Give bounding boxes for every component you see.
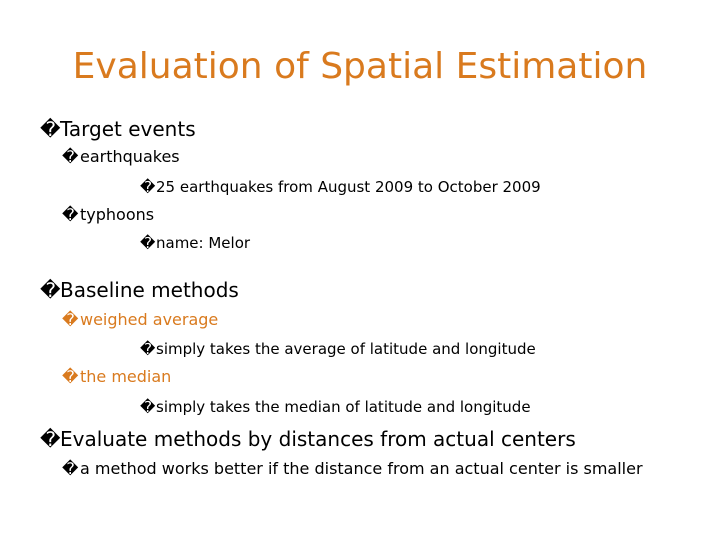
bullet-level2: �earthquakes xyxy=(62,146,180,168)
bullet-level3: �25 earthquakes from August 2009 to Octo… xyxy=(140,176,541,198)
bullet-level2: �weighed average xyxy=(62,309,218,331)
bullet-text: Baseline methods xyxy=(60,278,239,302)
bullet-level1: �Target events xyxy=(40,116,196,142)
bullet-text: Target events xyxy=(60,117,196,141)
bullet-level2: �the median xyxy=(62,366,171,388)
bullet-marker-icon: � xyxy=(140,340,156,358)
bullet-marker-icon: � xyxy=(62,205,79,224)
bullet-marker-icon: � xyxy=(140,398,156,416)
bullet-text: Evaluate methods by distances from actua… xyxy=(60,427,576,451)
bullet-marker-icon: � xyxy=(62,310,79,329)
bullet-text: a method works better if the distance fr… xyxy=(80,459,643,478)
bullet-level2: �a method works better if the distance f… xyxy=(62,458,643,480)
bullet-marker-icon: � xyxy=(62,459,79,478)
bullet-text: simply takes the average of latitude and… xyxy=(156,340,536,358)
bullet-marker-icon: � xyxy=(140,178,156,196)
bullet-level3: �simply takes the average of latitude an… xyxy=(140,338,536,360)
bullet-level1: �Evaluate methods by distances from actu… xyxy=(40,426,576,452)
bullet-marker-icon: � xyxy=(40,427,61,451)
bullet-marker-icon: � xyxy=(40,278,61,302)
bullet-text: the median xyxy=(80,367,172,386)
bullet-text: 25 earthquakes from August 2009 to Octob… xyxy=(156,178,541,196)
bullet-text: typhoons xyxy=(80,205,155,224)
bullet-level3: �simply takes the median of latitude and… xyxy=(140,396,531,418)
bullet-level3: �name: Melor xyxy=(140,232,250,254)
slide-title: Evaluation of Spatial Estimation xyxy=(72,46,648,87)
bullet-text: simply takes the median of latitude and … xyxy=(156,398,531,416)
bullet-marker-icon: � xyxy=(40,117,61,141)
bullet-text: earthquakes xyxy=(80,147,180,166)
bullet-marker-icon: � xyxy=(62,147,79,166)
bullet-text: name: Melor xyxy=(156,234,251,252)
bullet-text: weighed average xyxy=(80,310,219,329)
bullet-level2: �typhoons xyxy=(62,204,154,226)
bullet-level1: �Baseline methods xyxy=(40,277,239,303)
bullet-marker-icon: � xyxy=(140,234,156,252)
bullet-marker-icon: � xyxy=(62,367,79,386)
